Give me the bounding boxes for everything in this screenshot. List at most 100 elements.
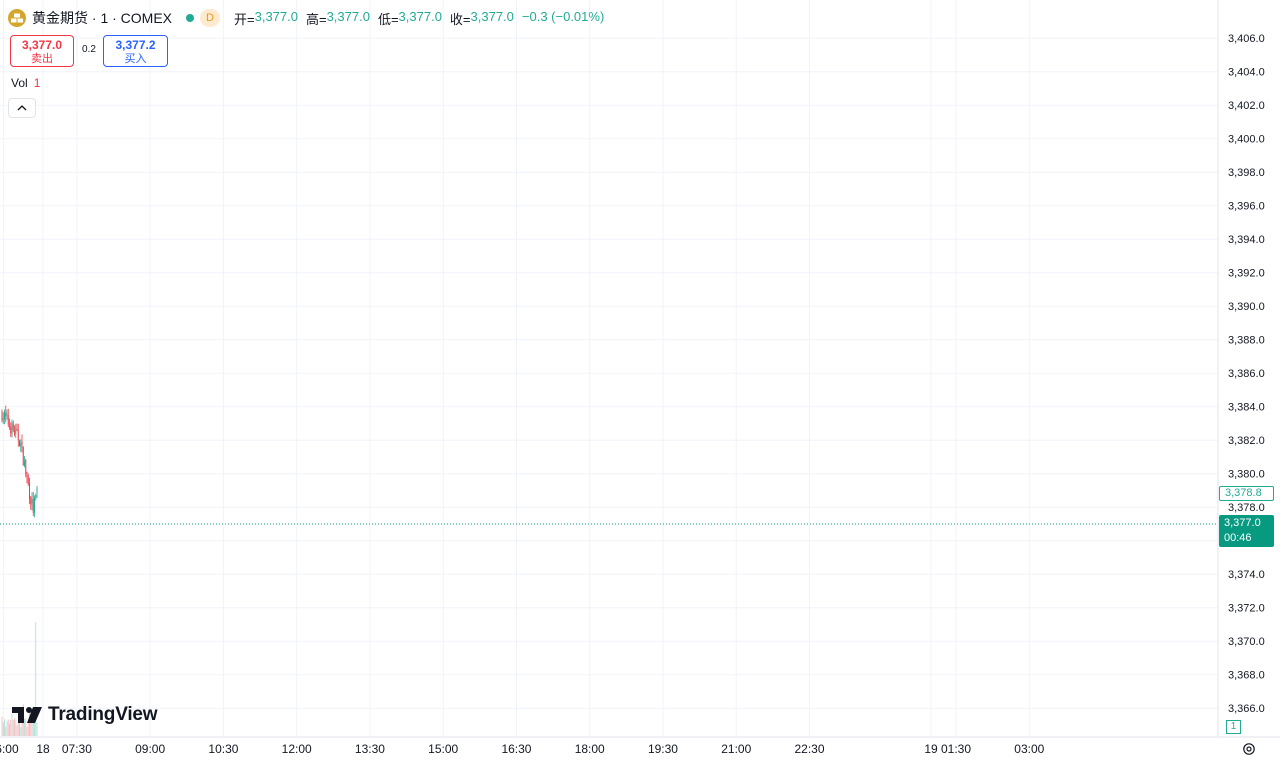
candle-body [7,415,9,425]
volume-bar [29,711,30,736]
candle-body [11,422,13,436]
sell-price: 3,377.0 [21,38,63,52]
y-tick-label: 3,378.0 [1228,502,1265,514]
candle-body [24,461,25,466]
x-tick-label: 22:30 [794,742,824,756]
volume-bar [32,715,34,736]
volume-bar [25,718,27,736]
logo-text: TradingView [48,704,158,725]
x-tick-label: 21:00 [721,742,751,756]
bar-countdown: 00:46 [1224,532,1252,544]
volume-legend[interactable]: Vol 1 [11,76,40,90]
x-tick-label: 18:00 [575,742,605,756]
candle-body [27,475,29,485]
y-tick-label: 3,392.0 [1228,268,1265,280]
y-tick-label: 3,404.0 [1228,67,1265,79]
volume-bar [24,718,25,736]
x-tick-label: 10:30 [208,742,238,756]
candle-body [16,428,18,430]
x-tick-label: 03:00 [1014,742,1044,756]
market-status-icon[interactable] [186,14,195,22]
volume-bar [2,721,4,736]
candle-body [15,428,17,435]
volume-bar [16,725,18,736]
low-value: 3,377.0 [398,8,442,24]
x-tick-label: 15:00 [428,742,458,756]
y-tick-label: 3,368.0 [1228,670,1265,682]
volume-bar [9,723,10,736]
x-tick-label: 18 [36,742,50,756]
current-price-value: 3,377.0 [1224,517,1261,529]
close-label: 收= [449,11,471,27]
volume-label: Vol [11,76,28,90]
volume-bar [7,719,9,736]
candle-body [4,412,5,419]
x-tick-label: 07:30 [62,742,92,756]
sell-label: 卖出 [31,53,53,65]
x-tick-label: 01:30 [941,742,971,756]
volume-bar [11,713,13,736]
candle-body [12,423,14,431]
candle-body [5,412,7,417]
tradingview-logo-icon [12,707,42,723]
x-tick-label: 13:30 [355,742,385,756]
x-tick-label: 09:00 [135,742,165,756]
y-tick-label: 3,366.0 [1228,703,1265,715]
y-tick-label: 3,382.0 [1228,435,1265,447]
volume-bar [4,719,5,736]
candle-body [31,499,33,504]
buy-button[interactable]: 3,377.2 买入 [103,35,168,67]
y-tick-label: 3,384.0 [1228,402,1265,414]
y-tick-label: 3,372.0 [1228,603,1265,615]
y-tick-label: 3,398.0 [1228,167,1265,179]
y-tick-label: 3,406.0 [1228,33,1265,45]
candle-body [30,497,32,505]
buy-label: 买入 [124,53,147,65]
candle-body [29,483,30,499]
y-tick-label: 3,394.0 [1228,234,1265,246]
high-label: 高= [305,11,327,27]
volume-value: 1 [33,76,41,90]
volume-bar [12,719,14,736]
volume-bar [10,719,12,736]
ohlc-values: 开= 3,377.0 高= 3,377.0 低= 3,377.0 收= 3,377.0 … [234,9,612,28]
open-label: 开= [234,11,255,27]
delayed-data-badge[interactable]: D [200,9,221,27]
sell-button[interactable]: 3,377.0 卖出 [10,35,74,67]
volume-bar [21,721,23,736]
spread-value: 0.2 [82,44,96,55]
candle-body [21,441,23,446]
candle-body [19,440,20,446]
volume-bar [26,727,28,736]
low-label: 低= [377,11,399,27]
volume-bar [19,715,20,736]
candles [1,405,38,518]
x-tick-label: 19 [924,742,938,756]
volume-bar [14,717,15,736]
candle-body [9,425,10,427]
y-tick-label: 3,370.0 [1228,636,1265,648]
candle-body [17,429,19,441]
candle-body [10,426,12,434]
volume-bar [20,727,22,736]
volume-bar [27,721,29,736]
y-tick-label: 3,386.0 [1228,368,1265,380]
volume-bar [31,719,33,736]
x-tick-label: 12:00 [282,742,312,756]
candle-body [25,459,27,474]
close-value: 3,377.0 [470,8,514,24]
current-price-tag: 3,377.0 00:46 [1219,515,1274,547]
candle-body [14,429,15,435]
candle-body [6,414,8,416]
symbol-title[interactable]: 黄金期货 · 1 · COMEX [32,10,173,26]
candle-body [32,498,34,513]
chart-settings-button[interactable] [1240,740,1258,758]
x-tick-label: 06:00 [0,742,19,756]
candle-body [26,471,28,477]
x-tick-label: 19:30 [648,742,678,756]
y-tick-label: 3,388.0 [1228,335,1265,347]
tradingview-logo[interactable]: TradingView [12,703,158,727]
buy-price: 3,377.2 [115,38,156,52]
collapse-legend-button[interactable] [8,98,36,118]
